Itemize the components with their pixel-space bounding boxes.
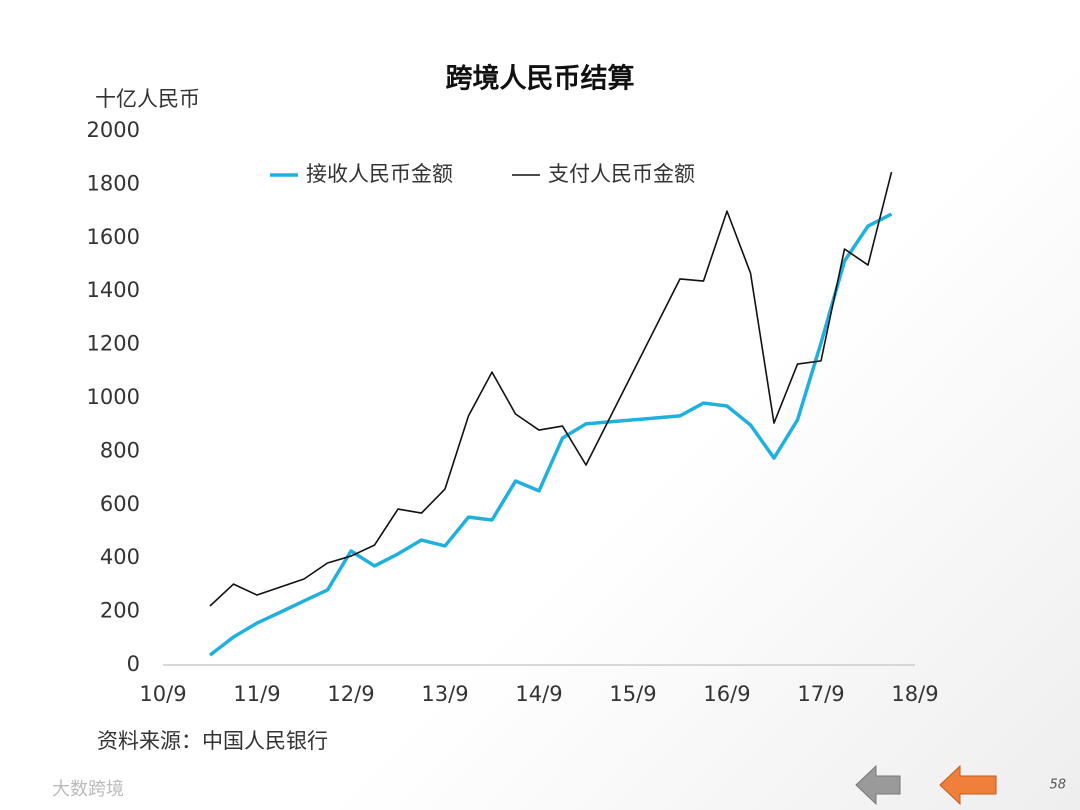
series-line — [208, 212, 893, 657]
x-tick-label: 17/9 — [797, 682, 844, 706]
x-tick-label: 15/9 — [609, 682, 656, 706]
y-tick-label: 1800 — [87, 171, 140, 195]
x-tick-label: 16/9 — [703, 682, 750, 706]
y-tick-label: 1200 — [87, 332, 140, 356]
series-line — [209, 171, 893, 607]
y-tick-label: 200 — [100, 599, 140, 623]
prev-button[interactable] — [855, 764, 901, 806]
x-tick-label: 13/9 — [421, 682, 468, 706]
legend-label: 支付人民币金额 — [548, 162, 695, 186]
back-button[interactable] — [939, 764, 997, 806]
x-tick-label: 11/9 — [233, 682, 280, 706]
x-tick-label: 18/9 — [891, 682, 938, 706]
y-tick-label: 1400 — [87, 278, 140, 302]
y-tick-label: 0 — [127, 652, 140, 676]
y-tick-label: 1600 — [87, 225, 140, 249]
y-tick-label: 600 — [100, 492, 140, 516]
y-tick-label: 1000 — [87, 385, 140, 409]
y-tick-label: 2000 — [87, 118, 140, 142]
legend-label: 接收人民币金额 — [306, 162, 453, 186]
watermark: 大数跨境 — [52, 779, 124, 800]
chart-title: 跨境人民币结算 — [446, 63, 635, 95]
x-tick-label: 10/9 — [139, 682, 186, 706]
x-tick-label: 14/9 — [515, 682, 562, 706]
x-tick-label: 12/9 — [327, 682, 374, 706]
y-tick-label: 800 — [100, 438, 140, 462]
page-number: 58 — [1049, 778, 1066, 793]
source-note: 资料来源：中国人民银行 — [97, 729, 328, 753]
y-axis-label: 十亿人民币 — [95, 87, 200, 111]
y-tick-label: 400 — [100, 545, 140, 569]
